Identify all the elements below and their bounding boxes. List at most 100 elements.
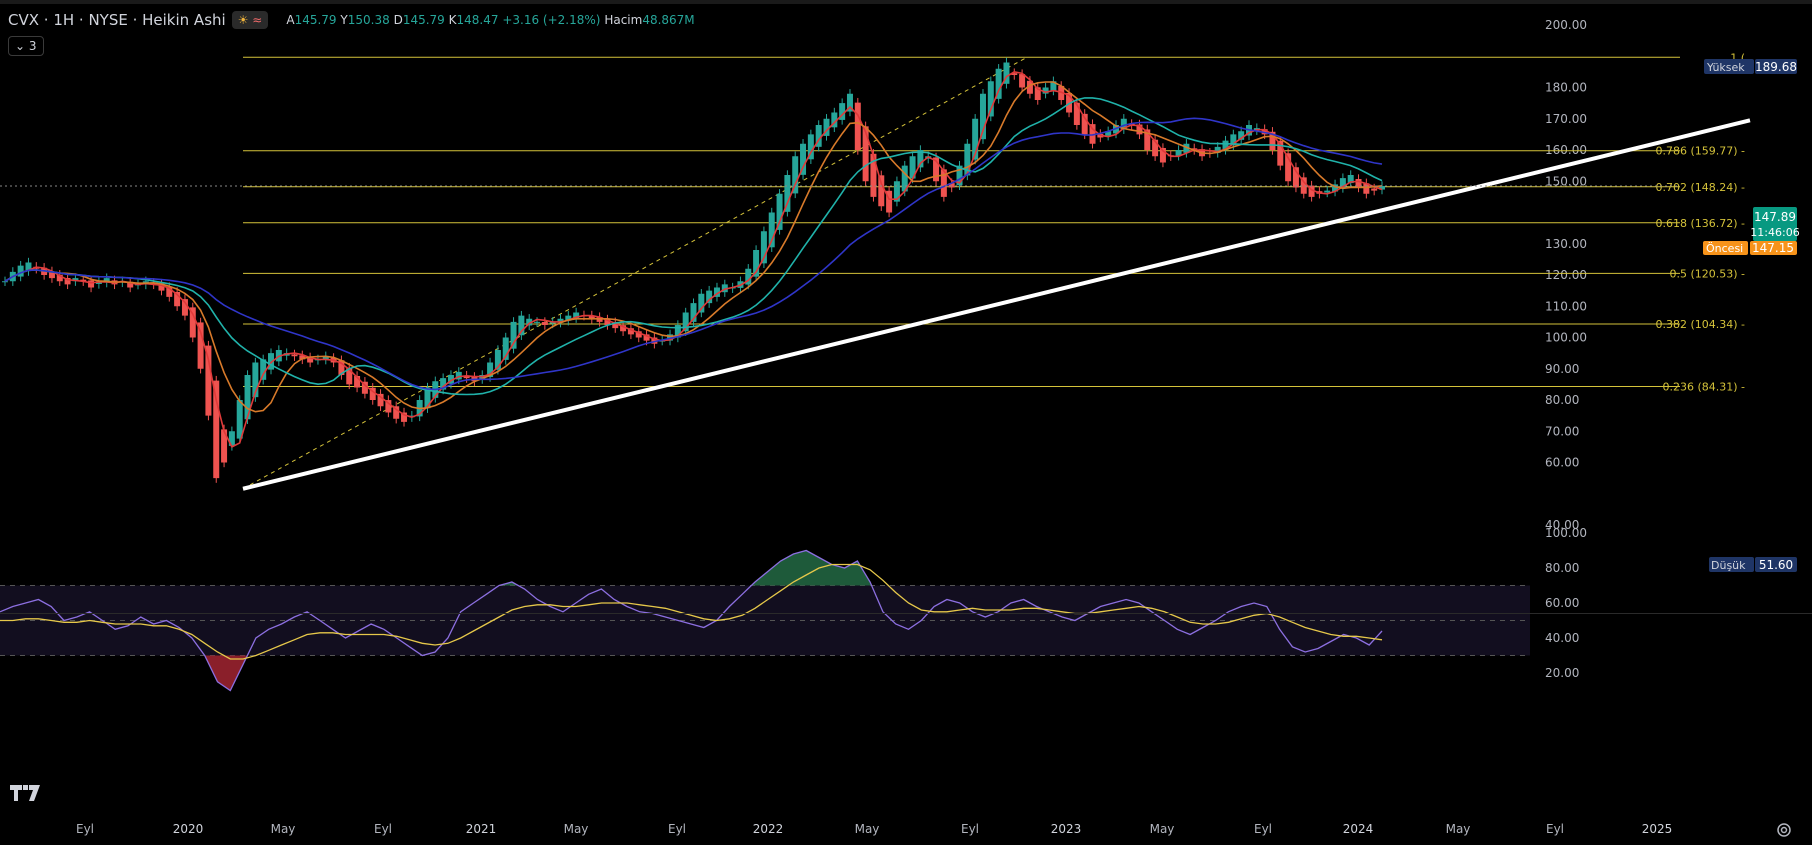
undefined — [1704, 59, 1754, 74]
candle-body — [1332, 184, 1339, 192]
candle-body — [1214, 146, 1221, 153]
fib-level-label: 0.702 (148.24) - — [1655, 181, 1745, 194]
rsi-tick-label: 100.00 — [1545, 526, 1587, 540]
candle-body — [1066, 92, 1073, 113]
tradingview-logo[interactable] — [10, 785, 40, 801]
price-tick-label: 80.00 — [1545, 393, 1579, 407]
candle-body — [721, 284, 728, 293]
rsi-tick-label: 80.00 — [1545, 561, 1579, 575]
candle-body — [1159, 147, 1166, 163]
candle-body — [322, 356, 329, 360]
candle-body — [307, 357, 314, 363]
low-value: 51.60 — [1759, 558, 1793, 572]
candle-body — [1379, 186, 1385, 190]
candle-body — [1105, 131, 1112, 136]
candle-body — [565, 315, 572, 321]
candle-body — [839, 103, 846, 120]
time-tick-label: Eyl — [76, 822, 94, 836]
candle-body — [831, 112, 838, 128]
candle-body — [260, 359, 267, 380]
candle-body — [940, 169, 947, 197]
candle-body — [64, 278, 71, 285]
rsi-line — [0, 549, 1383, 692]
price-tick-label: 110.00 — [1545, 299, 1587, 313]
price-tick-label: 130.00 — [1545, 237, 1587, 251]
candle-body — [706, 290, 713, 304]
time-tick-label: 2023 — [1051, 822, 1082, 836]
candle-body — [1183, 143, 1190, 153]
price-tick-label: 160.00 — [1545, 143, 1587, 157]
candle-body — [526, 318, 533, 326]
candle-body — [815, 125, 822, 147]
candle-body — [800, 143, 807, 175]
fib-level-label: 0.382 (104.34) - — [1655, 318, 1745, 331]
rsi-tick-label: 40.00 — [1545, 631, 1579, 645]
candle-body — [440, 378, 447, 390]
candle-body — [1003, 62, 1010, 84]
rsi-tick-label: 20.00 — [1545, 666, 1579, 680]
candle-body — [213, 380, 220, 479]
indicator-toggle-button[interactable]: ⌄ 3 — [8, 36, 44, 56]
price-tick-label: 180.00 — [1545, 81, 1587, 95]
candle-body — [2, 281, 8, 283]
price-tick-label: 200.00 — [1545, 18, 1587, 32]
candle-body — [667, 334, 674, 341]
candle-body — [221, 429, 228, 463]
candle-body — [385, 400, 392, 413]
candle-body — [1089, 124, 1096, 144]
time-tick-label: Eyl — [961, 822, 979, 836]
time-tick-label: May — [564, 822, 589, 836]
candle-body — [494, 350, 501, 370]
wave-icon: ≈ — [252, 13, 263, 27]
countdown-value: 11:46:06 — [1750, 226, 1799, 239]
candle-body — [1300, 177, 1307, 194]
candle-body — [1144, 129, 1151, 150]
price-tick-label: 120.00 — [1545, 268, 1587, 282]
candle-body — [674, 325, 681, 338]
candle-body — [463, 375, 470, 379]
candle-body — [909, 156, 916, 179]
candle-body — [784, 175, 791, 212]
candle-body — [1292, 167, 1299, 188]
candle-body — [753, 250, 760, 277]
candle-body — [1371, 188, 1378, 191]
candle-body — [933, 157, 940, 182]
candle-body — [635, 331, 642, 338]
candle-body — [158, 283, 165, 291]
candle-body — [878, 175, 885, 207]
candle-body — [995, 68, 1002, 99]
time-tick-label: 2021 — [466, 822, 497, 836]
time-tick-label: Eyl — [668, 822, 686, 836]
candle-body — [518, 315, 525, 336]
candle-body — [447, 375, 454, 384]
price-tick-label: 70.00 — [1545, 424, 1579, 438]
open-value: 145.79 — [294, 13, 337, 27]
undefined — [1753, 207, 1797, 241]
market-status-badge[interactable]: ☀ ≈ — [231, 11, 269, 29]
candle-body — [103, 278, 110, 283]
time-tick-label: 2022 — [753, 822, 784, 836]
gear-icon[interactable] — [1776, 822, 1792, 838]
candle-body — [268, 353, 275, 370]
candle-body — [393, 406, 400, 419]
pane-divider[interactable] — [0, 613, 1812, 614]
fib-level-label: 0.236 (84.31) - — [1662, 381, 1745, 394]
price-tick-label: 150.00 — [1545, 174, 1587, 188]
candle-body — [1175, 150, 1182, 156]
candle-body — [244, 375, 251, 420]
time-tick-label: Eyl — [1546, 822, 1564, 836]
candle-body — [510, 321, 517, 349]
candle-body — [972, 118, 979, 160]
candle-body — [901, 165, 908, 192]
ma-mid-line — [4, 81, 1383, 413]
candle-body — [424, 387, 431, 409]
candle-body — [1073, 102, 1080, 125]
symbol-title[interactable]: CVX · 1H · NYSE · Heikin Ashi — [8, 11, 226, 29]
candles-group — [2, 57, 1385, 483]
candle-body — [886, 190, 893, 213]
high-value: 189.68 — [1755, 60, 1797, 74]
candle-body — [487, 362, 494, 378]
low-value: 145.79 — [402, 13, 445, 27]
time-tick-label: Eyl — [374, 822, 392, 836]
